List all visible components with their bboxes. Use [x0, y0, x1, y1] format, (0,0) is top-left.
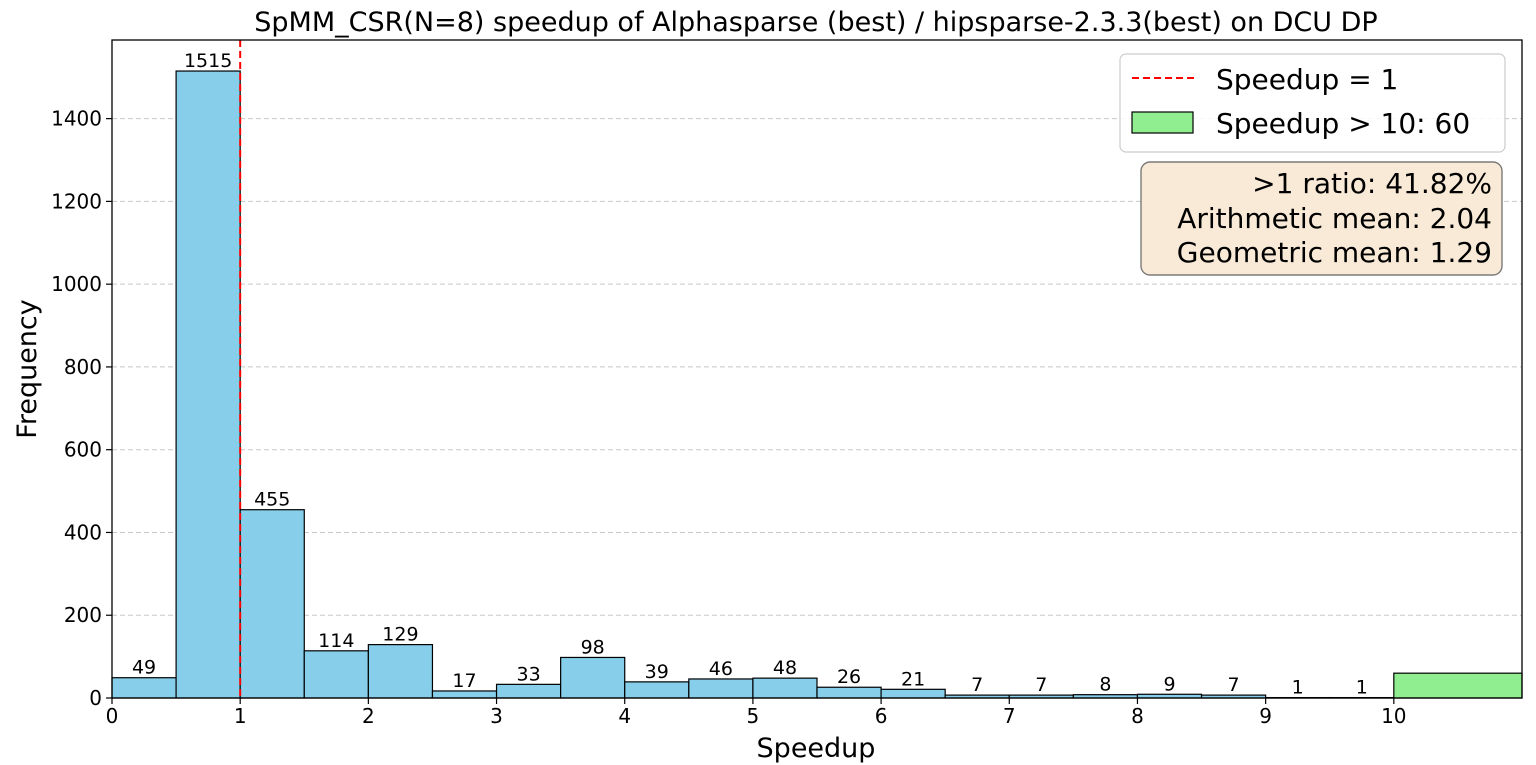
bar-label-17: 7: [1228, 674, 1240, 696]
y-tick-label-3: 600: [64, 438, 102, 462]
x-tick-label-2: 2: [362, 704, 375, 728]
bar-label-1: 1515: [184, 50, 232, 72]
y-axis-ticks: 0 200 400 600 800 1000 1200 1400: [51, 107, 112, 710]
x-tick-label-9: 9: [1259, 704, 1272, 728]
plot-frame: [111, 39, 1523, 699]
legend-green-patch-swatch: [1131, 111, 1194, 134]
legend-label-over-ten: Speedup > 10: 60: [1216, 107, 1470, 140]
histogram-bar-0: [111, 677, 177, 699]
y-tick-label-0: 0: [89, 686, 102, 710]
bar-label-16: 9: [1163, 673, 1175, 695]
y-tick-label-5: 1000: [51, 272, 102, 296]
x-axis-ticks: 0 1 2 3 4 5 6 7 8 9 10: [106, 698, 1407, 728]
x-tick-label-5: 5: [747, 704, 760, 728]
bar-label-8: 39: [645, 661, 669, 683]
bar-label-3: 114: [318, 630, 354, 652]
bar-label-11: 26: [837, 666, 861, 688]
chart-title: SpMM_CSR(N=8) speedup of Alphasparse (be…: [254, 7, 1377, 38]
stats-ratio-line: >1 ratio: 41.82%: [1252, 167, 1492, 200]
bar-label-7: 98: [581, 636, 605, 658]
y-tick-label-1: 200: [64, 603, 102, 627]
x-tick-label-1: 1: [234, 704, 247, 728]
bar-label-18: 1: [1292, 677, 1304, 699]
histogram-bar-5: [431, 690, 498, 699]
histogram-bar-9: [688, 678, 754, 699]
legend-label-speedup-one: Speedup = 1: [1216, 63, 1398, 96]
x-axis-label: Speedup: [757, 733, 876, 764]
x-tick-label-6: 6: [875, 704, 888, 728]
legend: Speedup = 1 Speedup > 10: 60: [1119, 53, 1506, 153]
x-tick-label-4: 4: [618, 704, 631, 728]
x-tick-label-7: 7: [1003, 704, 1016, 728]
histogram-bar-7: [560, 656, 626, 699]
y-gridlines: [112, 118, 1522, 699]
bar-label-10: 48: [773, 657, 797, 679]
y-tick-label-6: 1200: [51, 189, 102, 213]
y-tick-label-2: 400: [64, 520, 102, 544]
y-tick-label-4: 800: [64, 355, 102, 379]
histogram-bar-3: [303, 650, 369, 699]
stats-box: >1 ratio: 41.82% Arithmetic mean: 2.04 G…: [1140, 161, 1503, 276]
x-tick-label-8: 8: [1131, 704, 1144, 728]
histogram-bar-8: [624, 681, 690, 699]
legend-box: [1119, 53, 1506, 153]
stats-arithmetic-mean-line: Arithmetic mean: 2.04: [1177, 202, 1492, 235]
x-tick-label-3: 3: [490, 704, 503, 728]
y-tick-label-7: 1400: [51, 107, 102, 131]
histogram-bar-4: [367, 644, 434, 699]
stats-geometric-mean-line: Geometric mean: 1.29: [1177, 236, 1492, 269]
overflow-bar: [1393, 672, 1523, 699]
bar-label-0: 49: [132, 657, 156, 679]
histogram-bar-10: [752, 677, 818, 699]
bar-count-labels: 49 1515 455 114 129 17 33 98 39 46 48 26 21 7 7 8 9 7 1 1: [132, 50, 1368, 699]
histogram-bar-6: [495, 683, 562, 699]
bar-label-5: 17: [452, 670, 476, 692]
bar-label-12: 21: [901, 668, 925, 690]
bar-label-6: 33: [516, 663, 540, 685]
histogram-bar-1: [175, 70, 241, 699]
histogram-bar-12: [880, 688, 946, 699]
bar-label-9: 46: [709, 658, 733, 680]
x-tick-label-0: 0: [106, 704, 119, 728]
stats-box-background: [1140, 161, 1503, 276]
bar-label-13: 7: [971, 674, 983, 696]
histogram-bar-11: [816, 686, 882, 699]
bar-label-15: 8: [1099, 674, 1111, 696]
x-tick-label-10: 10: [1381, 704, 1406, 728]
y-axis-label: Frequency: [12, 299, 43, 439]
bar-label-4: 129: [382, 624, 418, 646]
bar-label-14: 7: [1035, 674, 1047, 696]
bar-label-2: 455: [254, 489, 290, 511]
bar-label-19: 1: [1356, 677, 1368, 699]
histogram-bar-2: [239, 509, 305, 699]
